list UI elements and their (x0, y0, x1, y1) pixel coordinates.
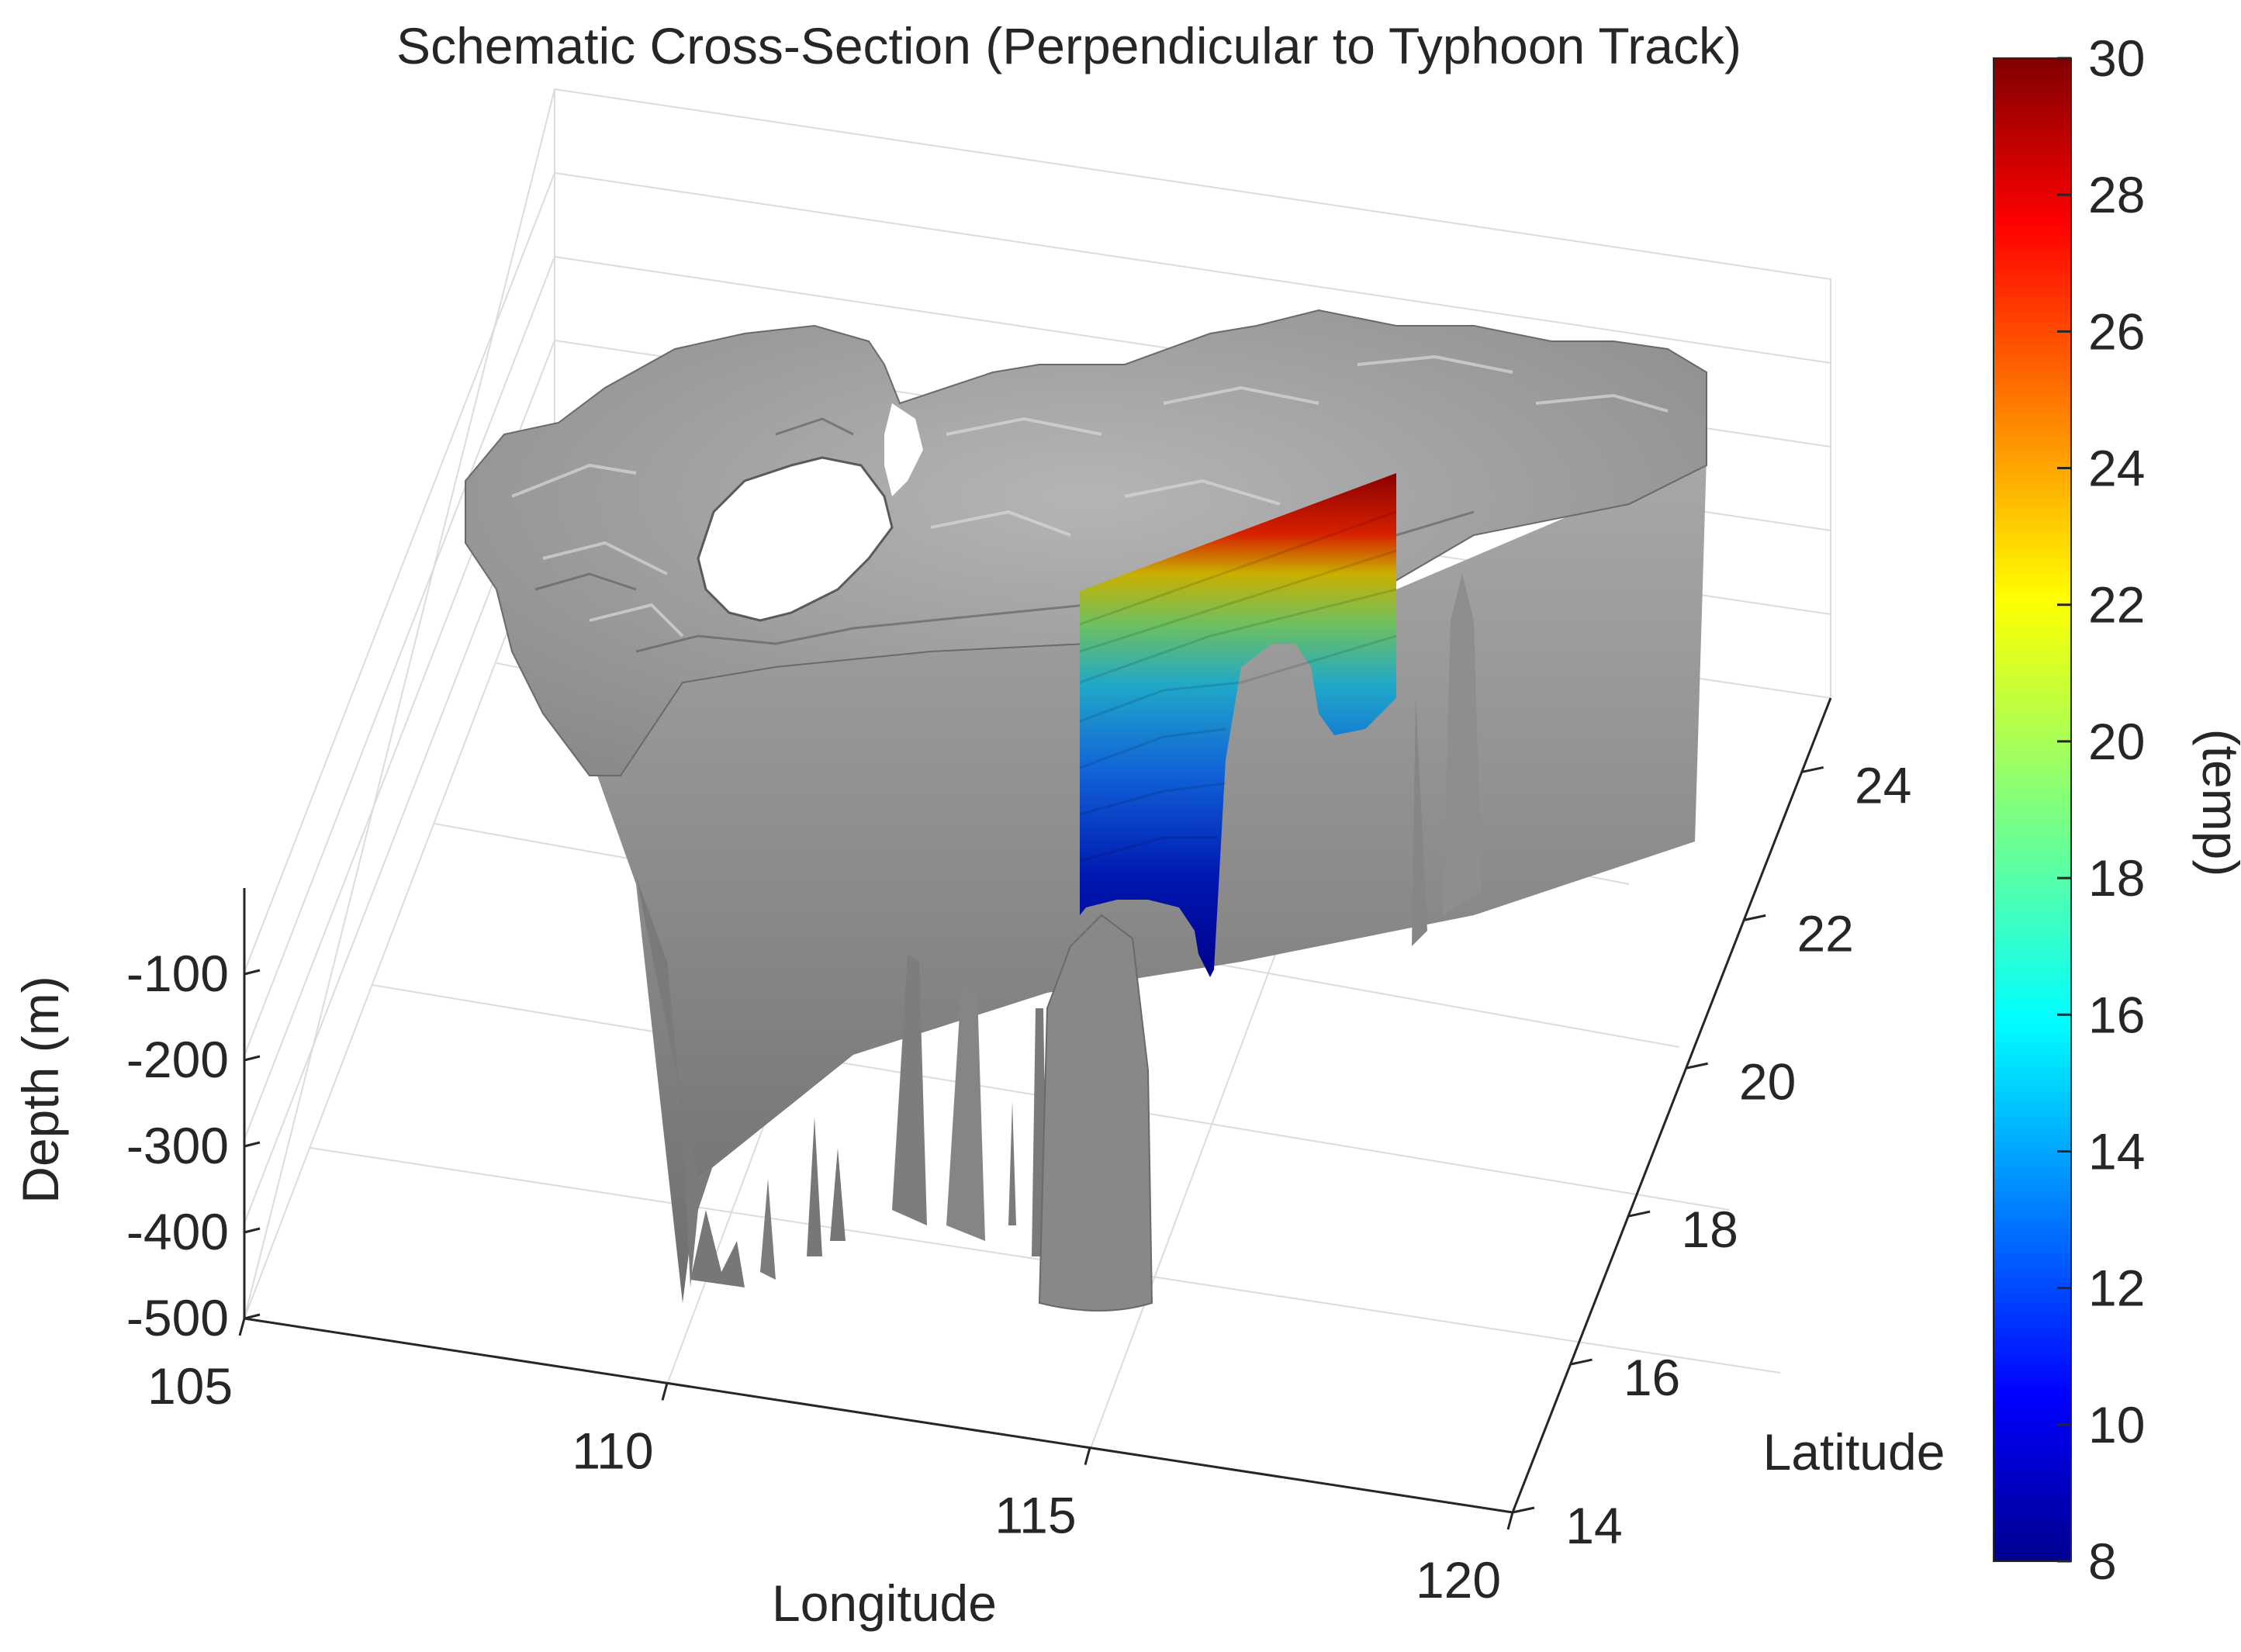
z-axis: -100 -200 -300 -400 -500 (126, 945, 261, 1346)
z-tick-mark (244, 1313, 261, 1320)
y-tick-mark (1686, 1062, 1708, 1070)
chart-title: Schematic Cross-Section (Perpendicular t… (396, 17, 1741, 74)
y-tick-label: 18 (1681, 1201, 1738, 1258)
y-tick-mark (1743, 914, 1766, 921)
z-tick-label: -100 (126, 945, 229, 1002)
colorbar-tick-label: 12 (2088, 1260, 2145, 1317)
z-tick-mark (244, 1055, 261, 1062)
y-tick-mark (1512, 1506, 1535, 1514)
z-axis-label: Depth (m) (12, 976, 69, 1203)
temperature-cross-section (1079, 473, 1397, 977)
x-axis-label: Longitude (772, 1574, 997, 1632)
axes-lines (243, 697, 1832, 1514)
x-tick-label: 110 (572, 1422, 653, 1479)
y-tick-mark (1570, 1358, 1593, 1366)
x-tick-mark (661, 1382, 669, 1401)
z-tick-label: -200 (126, 1031, 229, 1088)
y-tick-label: 22 (1797, 904, 1853, 962)
y-tick-mark (1627, 1210, 1651, 1218)
y-axis: 14 16 18 20 22 24 (1512, 756, 1911, 1554)
colorbar-tick-label: 14 (2088, 1122, 2145, 1180)
z-tick-label: -300 (126, 1117, 229, 1174)
colorbar-ticks: 30 28 26 24 22 20 18 16 14 12 10 8 (2057, 29, 2145, 1590)
y-tick-label: 16 (1624, 1349, 1680, 1406)
y-tick-label: 20 (1739, 1052, 1796, 1110)
y-tick-label: 24 (1855, 756, 1911, 814)
z-tick-mark (244, 1227, 261, 1234)
z-tick-label: -500 (126, 1289, 229, 1346)
colorbar-gradient (1993, 57, 2072, 1562)
colorbar-tick-label: 18 (2088, 849, 2145, 907)
colorbar-tick-label: 24 (2088, 440, 2145, 497)
colorbar: 30 28 26 24 22 20 18 16 14 12 10 8 (temp) (1993, 29, 2241, 1590)
y-tick-mark (1801, 766, 1824, 773)
colorbar-tick-label: 26 (2088, 302, 2145, 360)
colorbar-tick-label: 30 (2088, 29, 2145, 87)
z-tick-mark (244, 969, 261, 976)
y-axis-label: Latitude (1763, 1423, 1945, 1481)
colorbar-tick-label: 8 (2088, 1533, 2117, 1590)
colorbar-tick-label: 28 (2088, 166, 2145, 223)
colorbar-label: (temp) (2192, 729, 2241, 877)
x-tick-mark (1506, 1512, 1514, 1530)
x-tick-label: 115 (994, 1487, 1076, 1544)
colorbar-tick-label: 20 (2088, 713, 2145, 770)
colorbar-tick-label: 22 (2088, 576, 2145, 634)
x-tick-mark (1084, 1447, 1091, 1466)
colorbar-tick-label: 10 (2088, 1396, 2145, 1453)
z-tick-label: -400 (126, 1203, 229, 1260)
y-tick-label: 14 (1565, 1497, 1622, 1554)
z-tick-mark (244, 1141, 261, 1148)
x-tick-label: 105 (147, 1357, 233, 1415)
colorbar-tick-label: 16 (2088, 986, 2145, 1043)
x-tick-mark (238, 1318, 246, 1336)
x-axis: 105 110 115 120 (147, 1318, 1514, 1609)
x-tick-label: 120 (1416, 1551, 1501, 1609)
